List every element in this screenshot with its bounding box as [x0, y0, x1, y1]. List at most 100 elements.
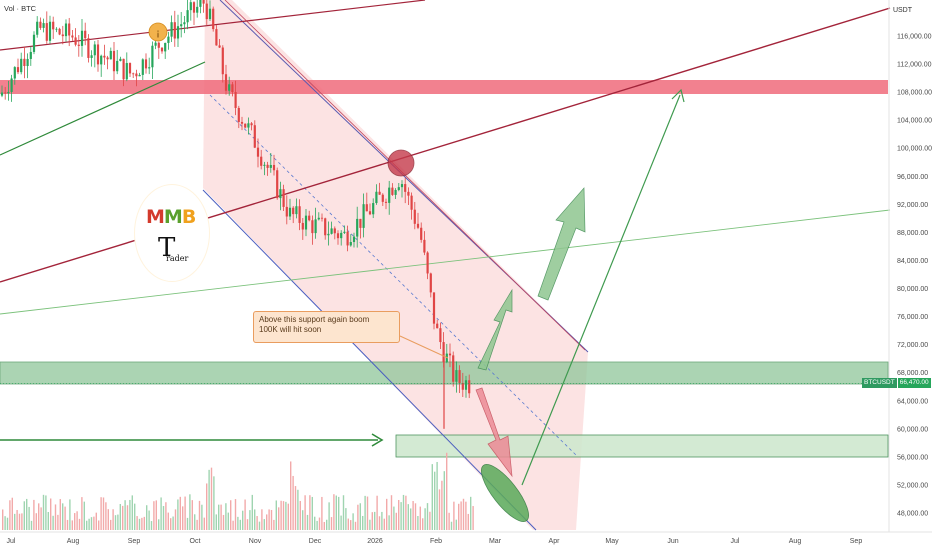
candle-up	[349, 242, 352, 246]
candle-up	[10, 78, 13, 92]
volume-bar	[369, 519, 371, 530]
y-tick-label: 80,000.00	[897, 286, 928, 293]
candle-up	[125, 63, 128, 80]
volume-bar	[359, 503, 361, 530]
last-price-tag: BTCUSDT 66,470.00	[862, 378, 931, 388]
candle-down	[308, 215, 311, 221]
y-tick-label: 92,000.00	[897, 202, 928, 209]
volume-bar	[429, 511, 431, 530]
volume-bar	[453, 501, 455, 530]
volume-bar	[172, 516, 174, 530]
candle-down	[221, 47, 224, 75]
volume-bar	[232, 520, 234, 530]
candle-down	[103, 55, 106, 58]
x-tick-label: Sep	[850, 538, 863, 545]
candle-down	[311, 220, 314, 234]
volume-bar	[414, 503, 417, 530]
y-tick-label: 56,000.00	[897, 454, 928, 461]
volume-bar	[306, 514, 309, 530]
volume-bar	[242, 510, 244, 530]
candle-up	[327, 233, 330, 236]
x-tick-label: 2026	[367, 538, 383, 545]
volume-bar	[398, 499, 400, 530]
price-axis[interactable]: 116,000.00 112,000.00 108,000.00 104,000.00…	[888, 0, 932, 532]
volume-bar	[186, 517, 189, 530]
candle-up	[343, 231, 346, 233]
y-tick-label: 108,000.00	[897, 90, 932, 97]
candle-up	[208, 8, 212, 20]
y-tick-label: 76,000.00	[897, 314, 928, 321]
candle-up	[400, 184, 404, 188]
candle-down	[407, 191, 410, 196]
volume-bar	[220, 504, 222, 530]
volume-bar	[323, 521, 325, 530]
volume-bar	[59, 499, 61, 530]
y-tick-label: 72,000.00	[897, 342, 928, 349]
candle-up	[164, 42, 167, 52]
candle-down	[84, 30, 87, 39]
volume-bar	[33, 499, 35, 530]
volume-bar	[234, 499, 237, 530]
volume-bar	[424, 508, 426, 530]
candle-down	[61, 34, 64, 37]
candle-down	[122, 58, 125, 80]
volume-bar	[102, 497, 105, 530]
volume-bar	[299, 500, 301, 530]
y-tick-label: 60,000.00	[897, 426, 928, 433]
volume-bar	[191, 500, 193, 530]
candle-up	[29, 51, 32, 59]
volume-bar	[316, 520, 318, 530]
volume-bar	[294, 486, 297, 530]
volume-bar	[208, 469, 210, 530]
volume-bar	[333, 494, 335, 530]
volume-bar	[129, 499, 131, 530]
volume-bar	[64, 506, 66, 530]
candle-down	[215, 29, 218, 46]
x-tick-label: Sep	[128, 538, 141, 545]
volume-bar	[42, 494, 45, 530]
light-green-trendline	[0, 209, 891, 315]
volume-bar	[467, 513, 469, 530]
y-tick-label: 100,000.00	[897, 146, 932, 153]
volume-bar	[124, 500, 126, 530]
candle-down	[320, 217, 324, 219]
green-arrow-large	[537, 187, 586, 301]
series-label: Vol · BTC	[4, 4, 37, 13]
candle-down	[365, 204, 368, 212]
volume-bar	[268, 509, 270, 530]
candle-down	[192, 2, 196, 13]
candle-down	[378, 191, 381, 195]
candle-down	[276, 170, 279, 199]
volume-bar	[458, 503, 460, 530]
volume-bar	[285, 501, 287, 530]
candle-up	[20, 58, 23, 73]
volume-bar	[215, 514, 217, 530]
volume-bar	[364, 495, 366, 530]
volume-bar	[239, 519, 241, 530]
target-ellipse	[481, 464, 529, 522]
volume-bar	[40, 507, 42, 530]
y-tick-label: 68,000.00	[897, 370, 928, 377]
candle-down	[432, 292, 436, 324]
price-candles	[0, 0, 471, 429]
volume-bar	[78, 518, 81, 530]
y-tick-label: 104,000.00	[897, 118, 932, 125]
volume-bar	[150, 521, 153, 530]
x-tick-label: Jun	[667, 538, 678, 545]
annotation-line-2: 100K will hit soon	[259, 325, 322, 334]
volume-bar	[210, 467, 213, 530]
time-axis[interactable]: Jul Aug Sep Oct Nov Dec 2026 Feb Mar Apr May Jun Jul…	[0, 531, 932, 545]
candle-up	[90, 55, 93, 58]
volume-bar	[86, 520, 88, 530]
volume-bar	[134, 503, 136, 530]
volume-bar	[450, 521, 453, 530]
volume-bar	[107, 509, 109, 530]
candle-up	[269, 164, 272, 168]
candle-up	[304, 215, 308, 230]
volume-bar	[470, 496, 472, 530]
volume-bar	[76, 511, 78, 530]
resistance-zone	[0, 80, 888, 94]
volume-bar	[62, 503, 64, 530]
y-tick-label: 88,000.00	[897, 230, 928, 237]
